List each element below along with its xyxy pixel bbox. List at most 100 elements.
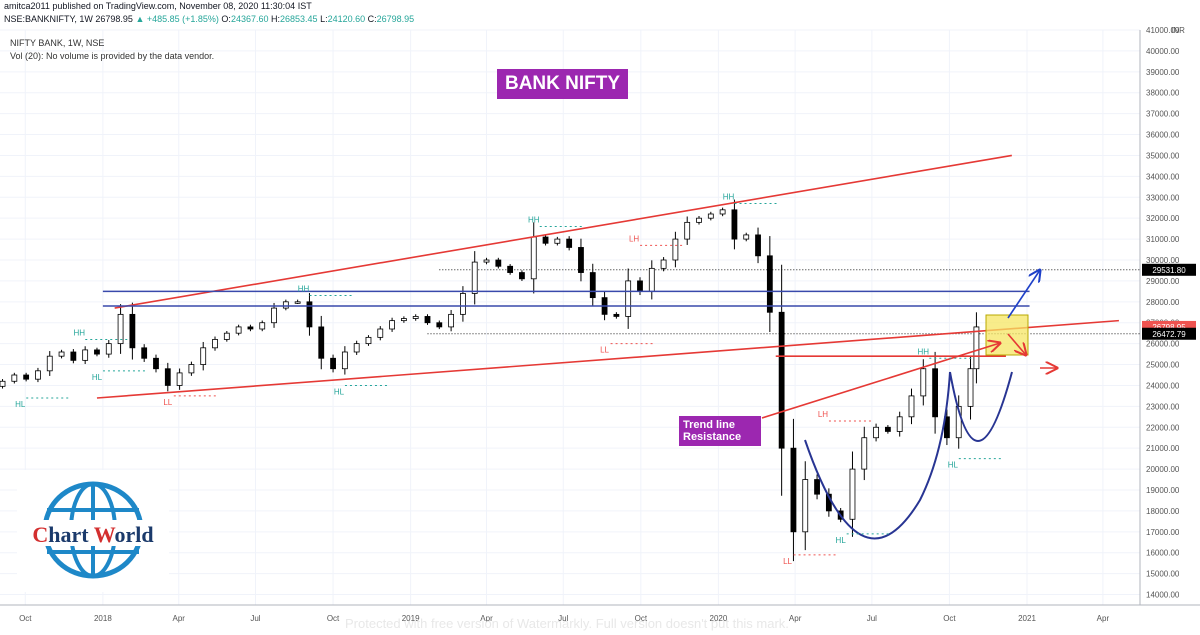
high-value: 26853.45	[280, 14, 318, 24]
x-tick-label: Oct	[635, 614, 648, 623]
candle-body	[778, 311, 785, 449]
symbol: NSE:BANKNIFTY, 1W	[4, 14, 93, 24]
x-tick-label: Apr	[1097, 614, 1110, 623]
candle-body	[117, 313, 124, 345]
candle-body	[200, 347, 207, 365]
y-tick-label: 14000.00	[1146, 591, 1180, 600]
watermark: Protected with free version of Watermark…	[345, 616, 789, 631]
candle-body	[495, 259, 502, 267]
candle-body	[377, 328, 384, 338]
y-tick-label: 23000.00	[1146, 402, 1180, 411]
y-tick-label: 36000.00	[1146, 131, 1180, 140]
candle-body	[920, 368, 927, 397]
y-tick-label: 35000.00	[1146, 151, 1180, 160]
y-tick-label: 38000.00	[1146, 89, 1180, 98]
swing-label: HH	[73, 328, 85, 337]
candle-body	[400, 318, 407, 322]
swing-label: HL	[836, 536, 847, 545]
candle-body	[176, 372, 183, 386]
y-tick-label: 32000.00	[1146, 214, 1180, 223]
x-tick-label: Jul	[558, 614, 568, 623]
candle-body	[235, 326, 242, 334]
y-tick-label: 25000.00	[1146, 361, 1180, 370]
price-label: 26798.95	[1152, 323, 1186, 332]
candle-body	[849, 468, 856, 520]
candle-body	[896, 416, 903, 432]
x-tick-label: Oct	[327, 614, 340, 623]
candle-body	[578, 247, 584, 273]
candle-body	[129, 313, 136, 349]
candle-body	[460, 293, 466, 315]
x-tick-label: 2021	[1018, 614, 1036, 623]
cup-right-curve	[949, 371, 1013, 442]
close-label: C:	[367, 14, 377, 24]
swing-label: LL	[783, 557, 792, 566]
swing-label: LH	[818, 410, 828, 419]
candle-body	[613, 313, 620, 317]
volume-legend[interactable]: Vol (20): No volume is provided by the d…	[10, 51, 215, 61]
y-tick-label: 18000.00	[1146, 507, 1180, 516]
swing-label: HL	[948, 461, 959, 470]
candle-body	[341, 351, 348, 370]
candle-body	[259, 322, 266, 330]
y-tick-label: 20000.00	[1146, 465, 1180, 474]
candle-body	[944, 416, 950, 439]
candle-body	[483, 259, 490, 263]
candle-body	[306, 301, 313, 328]
candle-body	[141, 347, 148, 359]
y-tick-label: 30000.00	[1146, 256, 1180, 265]
candle-body	[519, 272, 525, 280]
candle-body	[696, 217, 702, 223]
swing-label: LL	[600, 346, 609, 355]
candle-body	[271, 307, 277, 324]
x-tick-label: 2018	[94, 614, 112, 623]
series-legend[interactable]: NIFTY BANK, 1W, NSE	[10, 38, 105, 48]
swing-label: LH	[629, 234, 639, 243]
publish-info: amitca2011 published on TradingView.com,…	[4, 1, 312, 11]
x-tick-label: 2020	[710, 614, 728, 623]
last-price: 26798.95	[95, 14, 133, 24]
swing-label: HH	[528, 216, 540, 225]
candle-body	[223, 332, 230, 340]
candle-body	[46, 355, 53, 372]
x-tick-label: Jul	[867, 614, 877, 623]
candle-body	[23, 374, 30, 380]
x-tick-label: Oct	[19, 614, 32, 623]
y-tick-label: 33000.00	[1146, 193, 1180, 202]
y-tick-label: 29000.00	[1146, 277, 1180, 286]
x-tick-label: Apr	[173, 614, 186, 623]
chart-world-logo: Chart World	[17, 470, 169, 592]
y-tick-label: 41000.00	[1146, 26, 1180, 35]
candle-body	[282, 301, 289, 309]
candle-body	[530, 236, 537, 280]
low-label: L:	[320, 14, 328, 24]
candle-body	[672, 238, 679, 261]
y-tick-label: 31000.00	[1146, 235, 1180, 244]
y-tick-label: 24000.00	[1146, 381, 1180, 390]
candle-body	[967, 368, 974, 407]
candle-body	[743, 234, 750, 240]
candle-body	[35, 370, 41, 380]
swing-label: HL	[15, 400, 26, 409]
trendline-pointer-arrow	[761, 343, 1000, 419]
candle-body	[507, 265, 514, 273]
currency-label: INR	[1171, 26, 1185, 35]
candle-body	[802, 479, 809, 533]
y-tick-label: 19000.00	[1146, 486, 1180, 495]
x-tick-label: Apr	[789, 614, 802, 623]
price-label: 29531.80	[1152, 266, 1186, 275]
y-tick-label: 39000.00	[1146, 68, 1180, 77]
globe-icon	[27, 481, 159, 579]
logo-text: Chart World	[32, 522, 154, 547]
candle-body	[625, 280, 632, 317]
candle-body	[471, 261, 478, 294]
quote-line: NSE:BANKNIFTY, 1W 26798.95 ▲ +485.85 (+1…	[4, 14, 414, 24]
candles	[0, 199, 980, 562]
y-tick-label: 26000.00	[1146, 340, 1180, 349]
candle-body	[554, 238, 561, 244]
candle-body	[153, 357, 159, 370]
trend-lines	[96, 154, 1119, 399]
candle-body	[932, 368, 939, 418]
